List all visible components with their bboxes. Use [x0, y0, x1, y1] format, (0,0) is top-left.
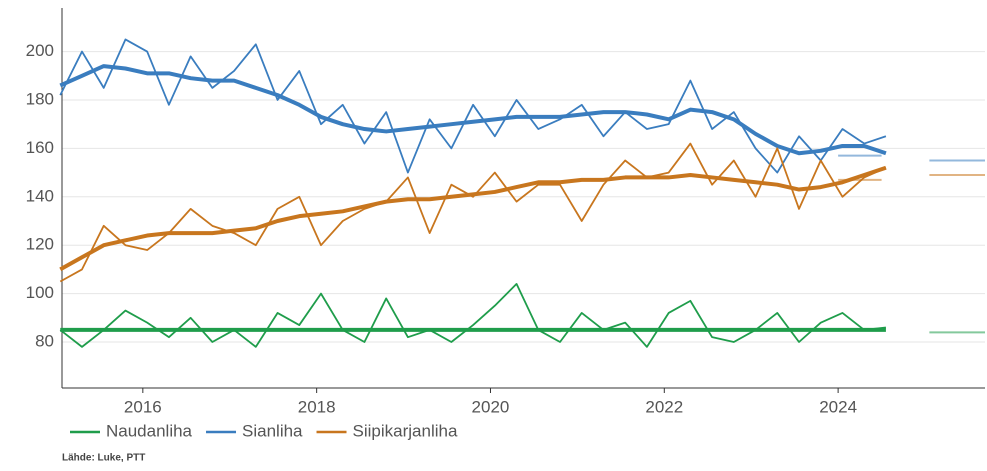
legend-label: Naudanliha	[106, 421, 193, 440]
legend-label: Sianliha	[242, 421, 303, 440]
y-tick-label: 160	[26, 138, 54, 157]
trend-line	[59, 165, 887, 272]
y-tick-label: 180	[26, 89, 54, 108]
source: Lähde: Luke, PTT	[62, 453, 145, 464]
y-tick-label: 100	[26, 283, 54, 302]
y-tick-label: 120	[26, 235, 54, 254]
y-tick-label: 80	[35, 331, 54, 350]
x-tick-label: 2022	[645, 397, 683, 416]
x-tick-label: 2020	[472, 397, 510, 416]
series-line	[59, 38, 887, 174]
legend-label: Siipikarjanliha	[353, 421, 458, 440]
series-line	[59, 142, 887, 283]
x-tick-label: 2016	[124, 397, 162, 416]
series-line	[59, 283, 887, 348]
x-tick-label: 2024	[819, 397, 857, 416]
trend-line	[59, 64, 887, 156]
y-tick-label: 200	[26, 41, 54, 60]
x-tick-label: 2018	[298, 397, 336, 416]
y-tick-label: 140	[26, 186, 54, 205]
